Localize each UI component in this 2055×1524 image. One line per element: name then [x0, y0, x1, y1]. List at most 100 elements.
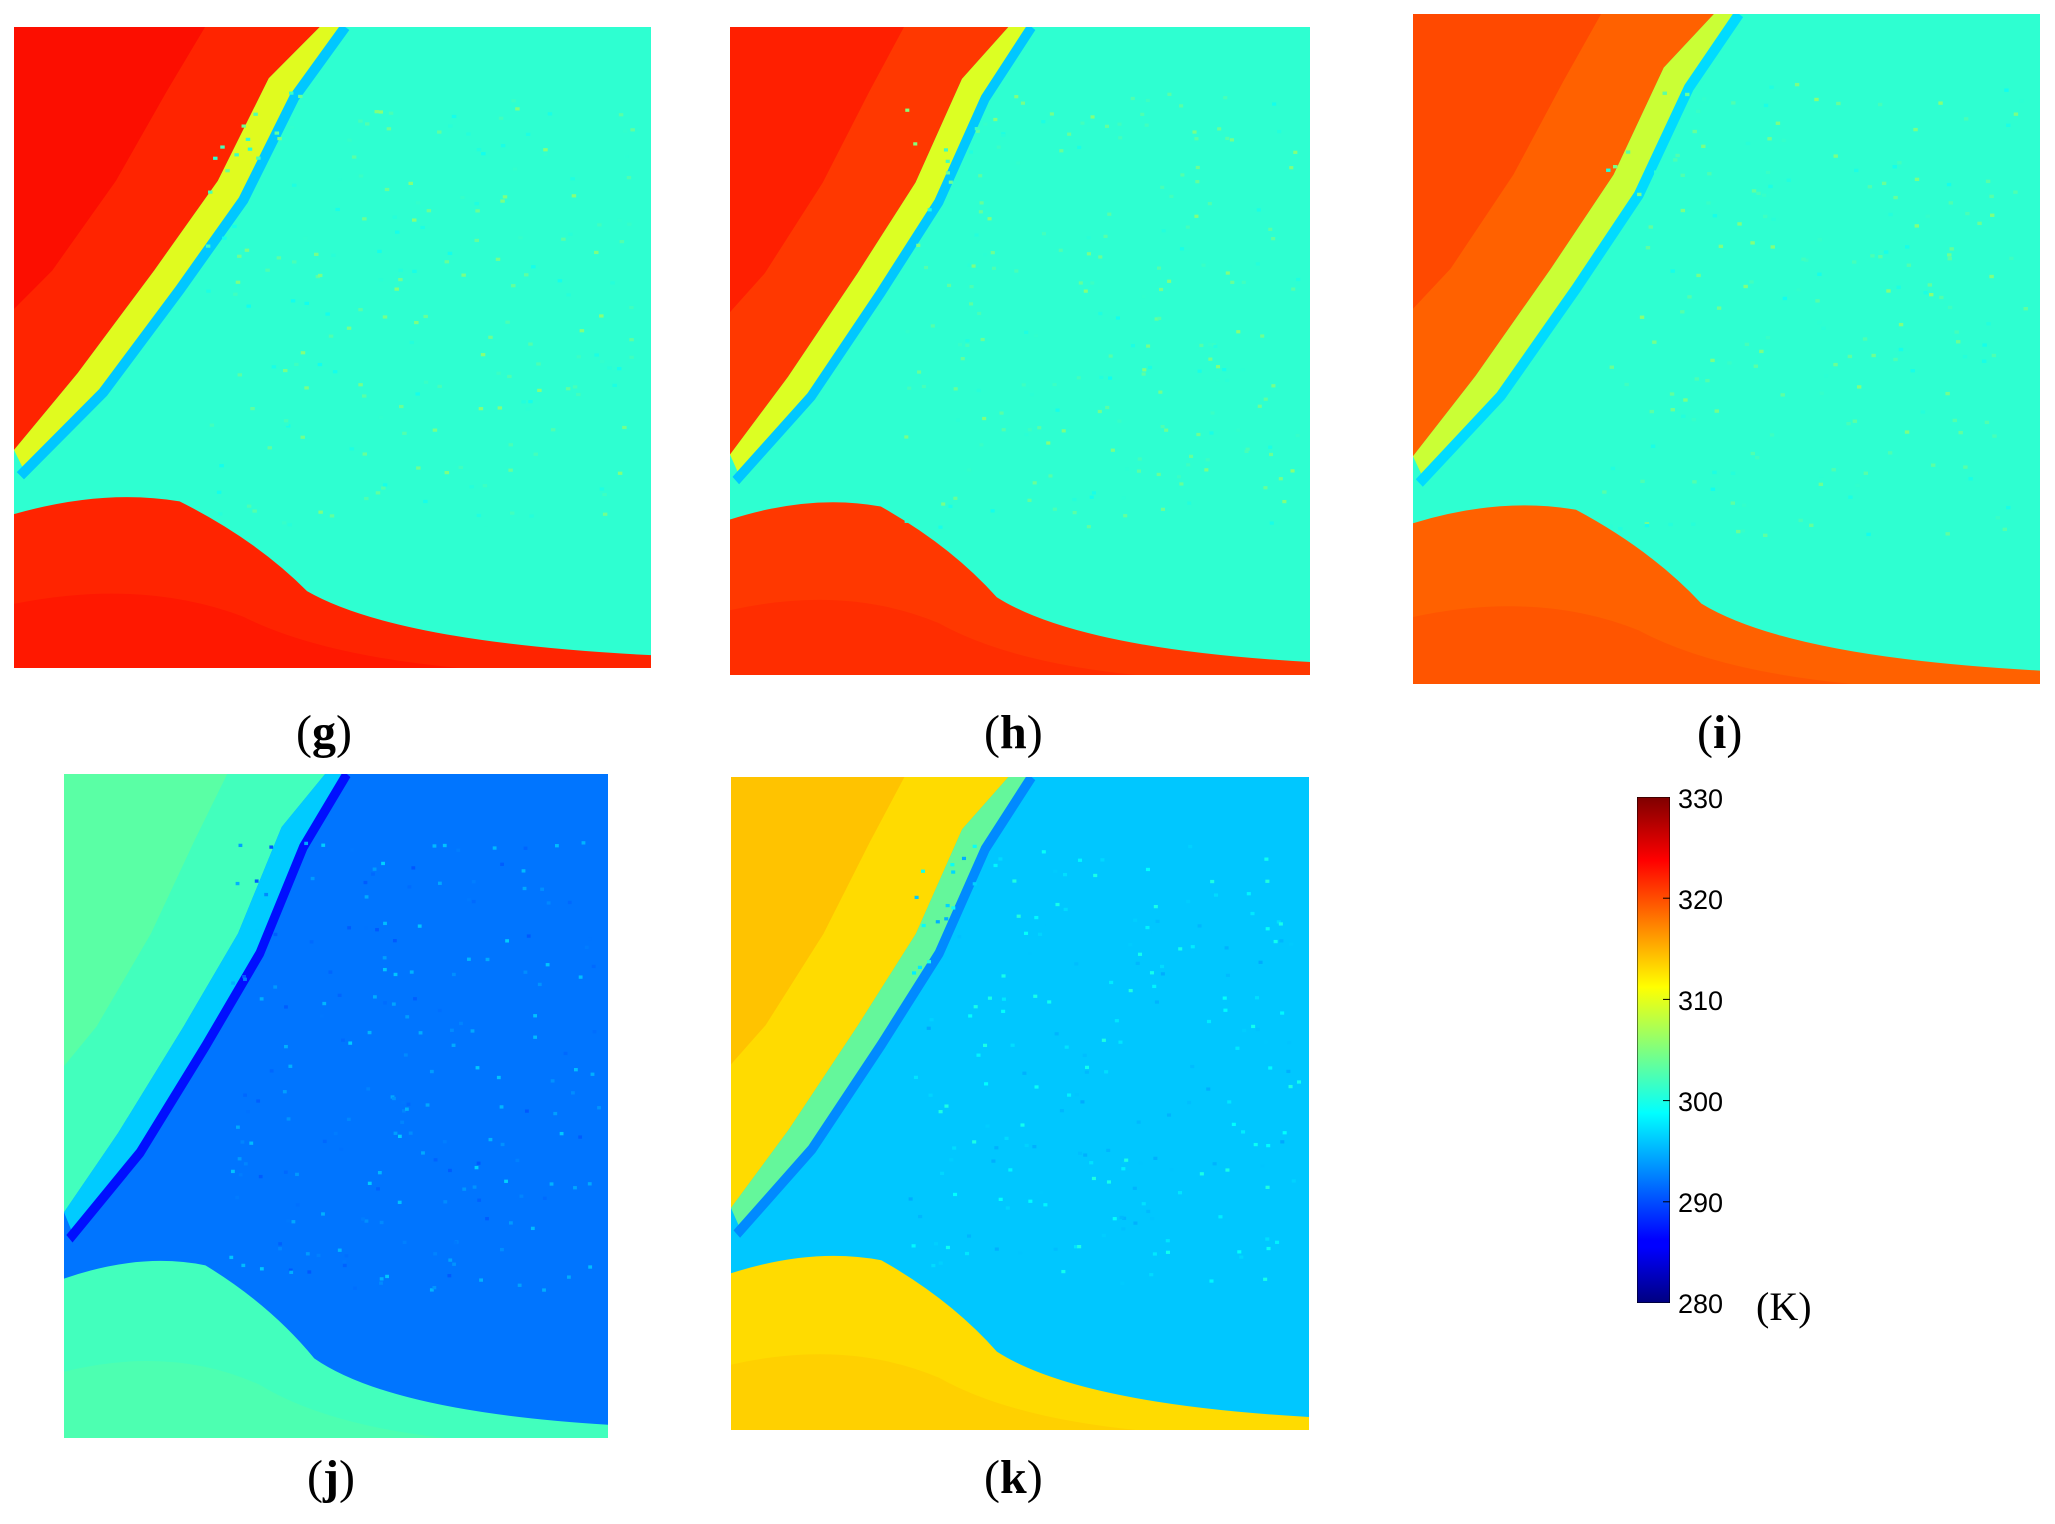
speckle	[1277, 129, 1282, 134]
speckle	[392, 1096, 396, 1101]
speckle	[382, 315, 388, 319]
speckle	[1235, 1046, 1240, 1050]
desert-core-upper	[1413, 14, 1602, 309]
speckle	[381, 861, 385, 866]
speckle	[977, 311, 982, 316]
speckle	[1769, 85, 1774, 89]
speckle	[485, 1217, 489, 1221]
speckle	[284, 1044, 288, 1049]
speckle	[1196, 432, 1201, 437]
speckle	[550, 428, 556, 432]
speckle	[1080, 121, 1085, 125]
speckle	[259, 1267, 264, 1271]
speckle	[362, 452, 368, 456]
speckle	[1073, 1245, 1079, 1249]
speckle	[1898, 322, 1904, 327]
speckle	[277, 137, 282, 141]
speckle	[1227, 1100, 1232, 1104]
speckle	[1145, 98, 1150, 103]
speckle	[320, 1014, 324, 1018]
speckle	[1135, 961, 1140, 965]
speckle	[442, 1140, 447, 1144]
desert-core-lower	[731, 1354, 1136, 1430]
speckle	[361, 1217, 365, 1221]
speckle	[1701, 97, 1707, 101]
speckle	[1818, 482, 1824, 487]
speckle	[456, 848, 461, 852]
speckle	[402, 431, 407, 435]
speckle	[283, 1170, 288, 1174]
speckle	[602, 512, 608, 516]
speckle	[968, 1014, 973, 1018]
speckle	[1177, 1191, 1183, 1195]
speckle	[1648, 225, 1653, 229]
speckle	[1016, 914, 1021, 918]
speckle	[350, 848, 354, 852]
heatmap-panel-h	[730, 27, 1310, 675]
speckle	[488, 1137, 493, 1142]
river-line	[1415, 14, 1744, 487]
speckle	[469, 485, 474, 489]
speckle	[943, 148, 948, 152]
desert-core-upper	[731, 777, 905, 1065]
speckle	[916, 243, 921, 247]
speckle	[568, 232, 573, 236]
speckle	[1001, 1009, 1006, 1013]
speckle	[1701, 144, 1706, 148]
speckle	[1150, 1217, 1155, 1221]
speckle	[364, 1219, 369, 1223]
speckle	[1156, 266, 1162, 270]
speckle	[1144, 123, 1149, 127]
speckle	[1939, 295, 1944, 300]
speckle	[278, 1247, 282, 1251]
speckle	[1254, 996, 1260, 1000]
speckle	[1815, 299, 1820, 303]
speckle	[559, 1131, 564, 1136]
speckle	[1780, 393, 1785, 397]
speckle	[393, 972, 398, 977]
speckle	[1041, 850, 1046, 854]
transition-band	[731, 777, 1032, 1235]
speckle	[2009, 256, 2014, 261]
speckle	[984, 1082, 989, 1086]
speckle	[1809, 523, 1814, 528]
speckle	[415, 201, 421, 205]
speckle	[1241, 1130, 1246, 1134]
speckle	[1710, 487, 1716, 491]
desert-core-lower	[1413, 606, 1852, 684]
speckle	[1024, 432, 1029, 437]
speckle	[1190, 1064, 1195, 1069]
speckle	[476, 1161, 481, 1165]
desert-core-lower	[730, 599, 1136, 675]
speckle	[1022, 1071, 1027, 1075]
speckle	[241, 1263, 246, 1268]
speckle	[1904, 430, 1910, 434]
speckle	[1037, 426, 1042, 430]
panel-caption-j: (j)	[307, 1451, 355, 1504]
speckle	[1045, 923, 1050, 927]
speckle	[1989, 194, 1994, 199]
speckle	[1675, 153, 1680, 158]
speckle	[1227, 265, 1232, 269]
transition-band	[14, 27, 346, 476]
speckle	[578, 975, 583, 979]
speckle	[972, 844, 977, 848]
speckle	[546, 901, 551, 905]
speckle	[480, 353, 486, 357]
speckle	[1260, 334, 1265, 338]
speckle	[1796, 288, 1801, 292]
speckle	[508, 443, 514, 447]
speckle	[433, 1252, 438, 1256]
speckle	[1231, 1122, 1236, 1127]
speckle	[1250, 911, 1255, 916]
speckle	[1034, 915, 1039, 920]
speckle	[1146, 344, 1151, 348]
speckle	[429, 1288, 434, 1292]
speckle	[905, 330, 910, 334]
speckle	[264, 892, 269, 897]
speckle	[1761, 193, 1767, 197]
speckle	[317, 273, 323, 278]
speckle	[364, 926, 369, 930]
speckle	[2002, 527, 2008, 532]
speckle	[1775, 121, 1781, 125]
